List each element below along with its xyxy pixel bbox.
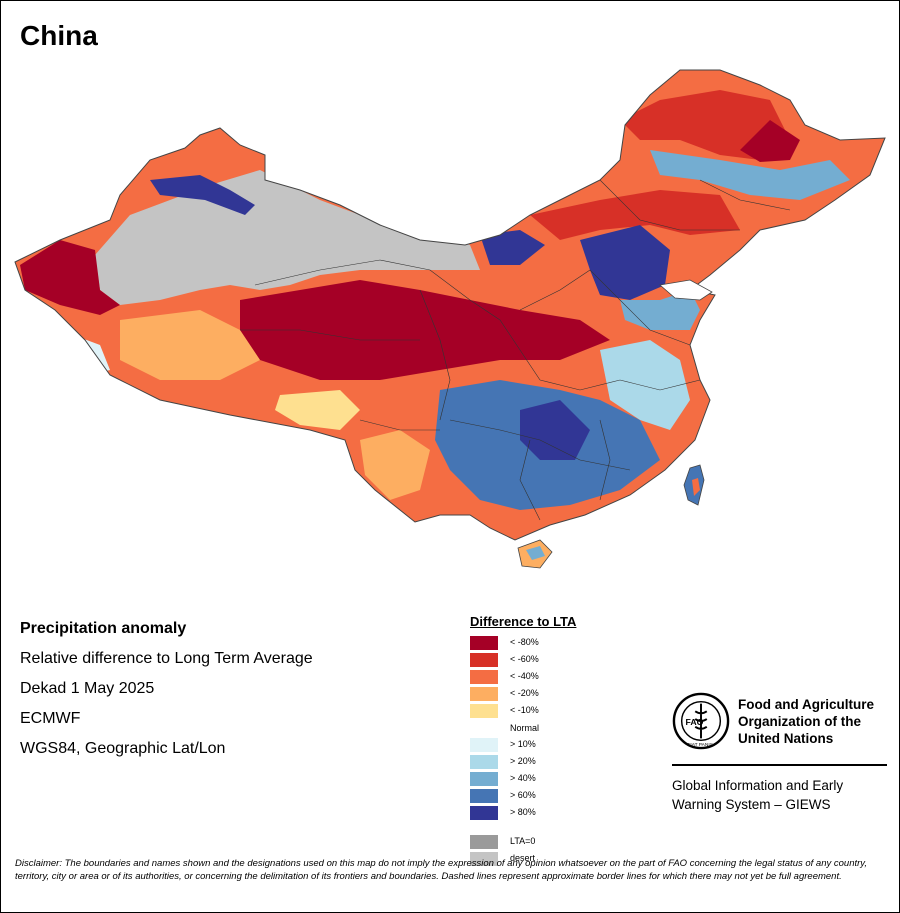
legend-label: > 80% [510,807,536,817]
legend-swatch [470,852,498,866]
legend-swatch [470,772,498,786]
province-boundaries [240,179,791,521]
legend-item: LTA=0 [470,834,670,851]
disclaimer: Disclaimer: The boundaries and names sho… [15,858,867,882]
legend-label: LTA=0 [510,836,536,846]
legend-label: < -10% [510,705,539,715]
legend-item: < -60% [470,652,670,669]
fao-organization-name: Food and Agriculture Organization of the… [738,697,874,746]
fao-logo-icon: FAO FIAT PANIS [672,692,730,750]
bohai-sea [659,279,713,301]
hainan-wet-patch [526,546,545,560]
legend-item: > 80% [470,805,670,822]
legend-swatch [470,755,498,769]
legend-label: > 40% [510,773,536,783]
legend-dry-group: < -80% < -60% < -40% < -20% < -10% [470,635,670,720]
map-heading: Precipitation anomaly [20,620,187,637]
legend-swatch [470,653,498,667]
legend-label: < -80% [510,637,539,647]
legend-swatch [470,687,498,701]
legend-item: < -20% [470,686,670,703]
legend-swatch [470,806,498,820]
legend-swatch [470,738,498,752]
legend-label: < -40% [510,671,539,681]
info-line-projection: WGS84, Geographic Lat/Lon [20,740,226,757]
legend-label: > 20% [510,756,536,766]
legend-item: desert [470,851,670,868]
info-line-source: ECMWF [20,710,81,727]
map-svg [14,69,886,569]
legend-swatch [470,835,498,849]
legend-swatch [470,636,498,650]
legend-other-group: LTA=0 desert [470,834,670,868]
legend: Difference to LTA < -80% < -60% < -40% < -2… [470,614,670,868]
fao-logo-text: FAO [686,717,704,727]
legend-title: Difference to LTA [470,614,577,629]
anomaly-raster [15,70,885,540]
legend-item: > 10% [470,737,670,754]
legend-swatch [470,704,498,718]
legend-item: > 20% [470,754,670,771]
taiwan-dry-patch [692,478,700,496]
info-line-description: Relative difference to Long Term Average [20,650,313,667]
fao-divider [672,764,887,766]
legend-item: > 60% [470,788,670,805]
legend-swatch [470,789,498,803]
legend-normal-label: Normal [510,723,540,733]
legend-label: desert [510,853,536,863]
legend-item: > 40% [470,771,670,788]
map-title: China [20,20,98,51]
legend-item: < -40% [470,669,670,686]
legend-item: < -10% [470,703,670,720]
legend-item: < -80% [470,635,670,652]
map-info: Precipitation anomaly Relative differenc… [20,620,440,770]
legend-label: > 60% [510,790,536,800]
legend-swatch [470,670,498,684]
legend-wet-group: > 10% > 20% > 40% > 60% > 80% [470,737,670,822]
fao-logo-motto: FIAT PANIS [687,742,713,748]
legend-label: > 10% [510,739,536,749]
country-outline [14,69,886,541]
legend-label: < -60% [510,654,539,664]
legend-label: < -20% [510,688,539,698]
info-line-period: Dekad 1 May 2025 [20,680,155,697]
china-precipitation-map [0,60,900,600]
giews-name: Global Information and Early Warning Sys… [672,778,844,812]
